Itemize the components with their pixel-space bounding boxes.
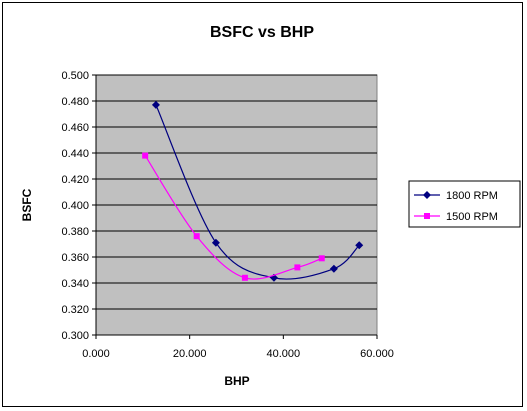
legend-label-1500-rpm: 1500 RPM <box>446 211 498 223</box>
x-axis-title: BHP <box>224 374 249 388</box>
data-point-1500-rpm <box>318 255 325 262</box>
data-point-1500-rpm <box>241 274 248 281</box>
y-tick-label: 0.460 <box>61 122 89 134</box>
y-tick-label: 0.480 <box>61 96 89 108</box>
legend-items: 1800 RPM 1500 RPM <box>414 190 498 223</box>
data-point-1500-rpm <box>294 264 301 271</box>
y-tick-label: 0.340 <box>61 278 89 290</box>
x-axis-ticks: 0.000 20.000 40.000 60.000 <box>82 75 394 360</box>
y-axis-ticks: 0.300 0.320 0.340 0.360 0.380 0.400 0.420 0.440… <box>61 70 96 342</box>
data-point-1500-rpm <box>193 233 200 240</box>
series-1500-rpm <box>142 152 325 281</box>
chart-title: BSFC vs BHP <box>210 24 314 41</box>
series-1800-rpm <box>151 100 364 282</box>
data-point-1500-rpm <box>142 152 149 159</box>
y-tick-label: 0.440 <box>61 148 89 160</box>
legend-marker-1800-rpm <box>423 191 431 199</box>
data-point-1800-rpm <box>211 238 220 247</box>
y-tick-label: 0.500 <box>61 70 89 82</box>
legend-label-1800-rpm: 1800 RPM <box>446 190 498 202</box>
legend-marker-1500-rpm <box>424 213 430 219</box>
y-tick-label: 0.300 <box>61 330 89 342</box>
y-tick-label: 0.400 <box>61 200 89 212</box>
y-axis-title: BSFC <box>20 188 34 221</box>
series-line-1800-rpm <box>155 104 360 280</box>
y-tick-label: 0.380 <box>61 226 89 238</box>
legend: 1800 RPM 1500 RPM <box>408 180 521 228</box>
x-tick-label: 0.000 <box>82 348 110 360</box>
legend-box <box>408 180 521 228</box>
data-point-1800-rpm <box>329 264 338 273</box>
series-layer <box>142 100 364 282</box>
y-tick-label: 0.320 <box>61 304 89 316</box>
x-tick-label: 40.000 <box>267 348 301 360</box>
x-tick-label: 20.000 <box>173 348 207 360</box>
data-point-1800-rpm <box>151 100 160 109</box>
y-tick-label: 0.360 <box>61 252 89 264</box>
data-point-1800-rpm <box>355 241 364 250</box>
y-tick-label: 0.420 <box>61 174 89 186</box>
gridlines <box>96 74 377 336</box>
x-tick-label: 60.000 <box>360 348 394 360</box>
